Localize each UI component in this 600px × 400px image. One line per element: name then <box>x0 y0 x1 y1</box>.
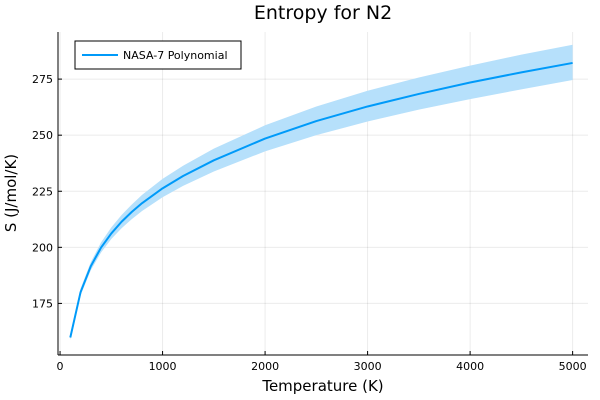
chart-title: Entropy for N2 <box>254 2 392 24</box>
x-tick-label: 0 <box>57 360 64 373</box>
axes-layer <box>57 32 588 356</box>
y-axis-title: S (J/mol/K) <box>2 154 20 232</box>
y-tick-label: 200 <box>32 241 53 254</box>
x-axis-title: Temperature (K) <box>261 377 383 395</box>
y-tick-label: 175 <box>32 297 53 310</box>
x-tick-label: 1000 <box>149 360 177 373</box>
legend-label: NASA-7 Polynomial <box>123 49 228 62</box>
x-tick-label: 2000 <box>251 360 279 373</box>
y-tick-label: 225 <box>32 185 53 198</box>
y-tick-label: 250 <box>32 129 53 142</box>
uncertainty-band <box>70 44 573 340</box>
y-tick-label: 275 <box>32 73 53 86</box>
series-line <box>69 61 573 338</box>
x-tick-label: 3000 <box>354 360 382 373</box>
legend: NASA-7 Polynomial <box>74 40 242 70</box>
ticks-layer: 0 1000 2000 3000 4000 5000 175 200 225 250 275 <box>32 73 587 373</box>
x-tick-label: 4000 <box>456 360 484 373</box>
band-layer <box>70 44 573 340</box>
line-layer <box>69 61 573 338</box>
x-tick-label: 5000 <box>559 360 587 373</box>
